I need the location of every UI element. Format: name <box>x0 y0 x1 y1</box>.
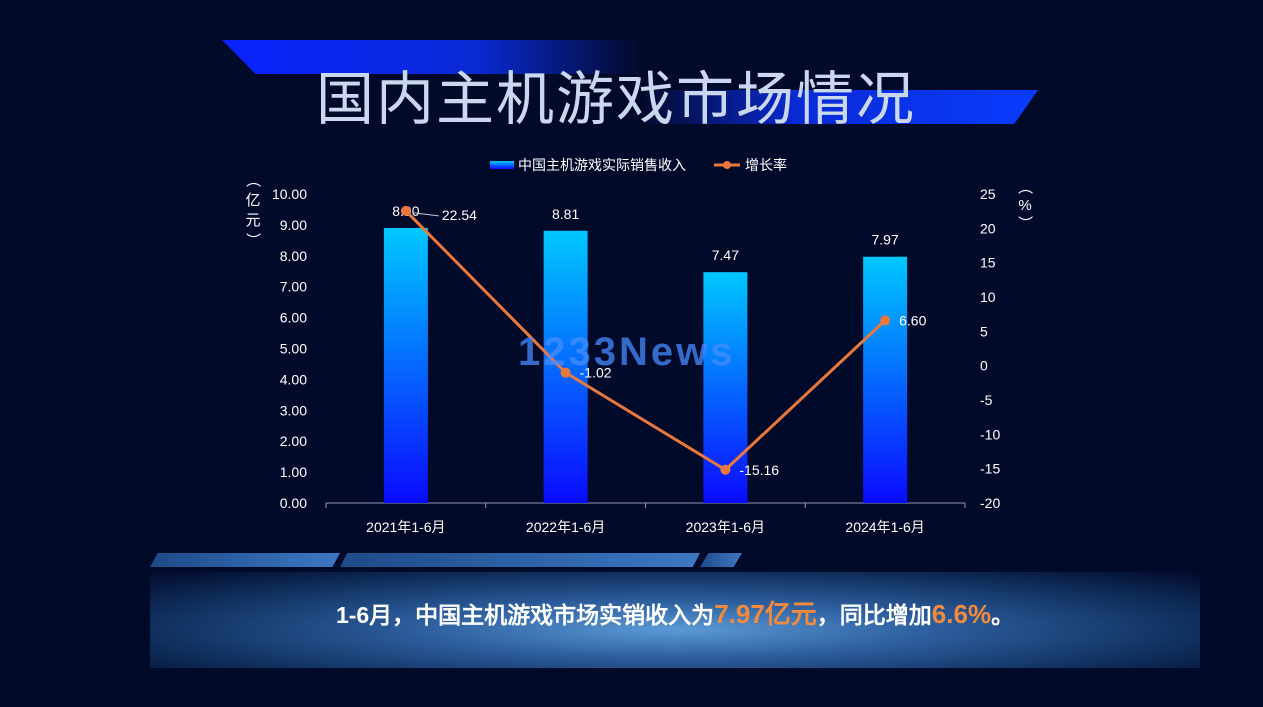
y-right-tick-label: -20 <box>980 495 1000 511</box>
y-left-axis-title-char: （ <box>244 172 261 187</box>
y-left-axis-title-char: 元 <box>245 212 260 229</box>
bar <box>543 230 588 503</box>
x-tick-label: 2024年1-6月 <box>845 519 924 535</box>
y-right-tick-label: 25 <box>980 186 996 202</box>
y-right-tick-label: 20 <box>980 220 996 236</box>
footer-deco-3 <box>700 553 742 567</box>
chart: 中国主机游戏实际销售收入 增长率 0.00 1.00 2.00 3.00 4.00 5.00 6… <box>244 157 1033 535</box>
y-right-tick-label: -5 <box>980 392 993 408</box>
legend-bar-label: 中国主机游戏实际销售收入 <box>518 157 686 173</box>
growth-data-label: -15.16 <box>739 462 779 478</box>
bar <box>703 272 748 503</box>
y-left-tick-label: 0.00 <box>280 495 307 511</box>
bar-data-label: 8.81 <box>552 206 579 222</box>
legend-bar-swatch <box>490 161 514 169</box>
growth-point <box>720 464 731 475</box>
y-right-axis-title-char: ） <box>1016 215 1033 230</box>
summary-text: 1-6月，中国主机游戏市场实销收入为7.97亿元，同比增加6.6%。 <box>150 594 1200 631</box>
y-left-tick-label: 1.00 <box>280 464 307 480</box>
y-left-tick-label: 6.00 <box>280 310 307 326</box>
footer-deco-2 <box>340 553 700 567</box>
y-left-tick-label: 3.00 <box>280 402 307 418</box>
legend-line-label: 增长率 <box>745 157 787 173</box>
y-right-tick-label: -10 <box>980 426 1000 442</box>
y-left-axis-title-char: 亿 <box>245 192 260 209</box>
y-left-tick-label: 9.00 <box>280 217 307 233</box>
growth-data-label: -1.02 <box>580 365 612 381</box>
growth-data-label: 6.60 <box>899 312 926 328</box>
y-left-axis-title-char: ） <box>244 232 261 247</box>
y-left-tick-label: 5.00 <box>280 341 307 357</box>
y-right-tick-label: 10 <box>980 289 996 305</box>
y-left-tick-label: 4.00 <box>280 371 307 387</box>
title-stripe-left <box>222 40 642 74</box>
summary-growth: 6.6% <box>931 599 992 629</box>
title-stripe-right <box>640 90 1038 124</box>
growth-data-label: 22.54 <box>442 207 477 223</box>
footer-band <box>150 572 1200 668</box>
summary-revenue: 7.97亿元 <box>714 599 817 629</box>
summary-suffix: 。 <box>991 602 1015 628</box>
page-title: 国内主机游戏市场情况 <box>315 65 916 133</box>
bar-data-label: 7.97 <box>872 232 899 248</box>
bar-data-label: 7.47 <box>712 247 739 263</box>
growth-point <box>880 315 891 326</box>
y-right-axis-title-char: （ <box>1016 179 1033 194</box>
y-left-tick-label: 7.00 <box>280 279 307 295</box>
y-left-tick-label: 2.00 <box>280 433 307 449</box>
y-right-tick-label: -15 <box>980 461 1000 477</box>
y-right-tick-label: 0 <box>980 358 988 374</box>
legend-line-marker <box>723 161 731 169</box>
x-tick-label: 2021年1-6月 <box>366 519 445 535</box>
bar <box>863 256 908 503</box>
x-tick-label: 2022年1-6月 <box>526 519 605 535</box>
y-left-tick-label: 10.00 <box>272 186 307 202</box>
growth-label-leader <box>413 212 439 217</box>
y-right-tick-label: 5 <box>980 323 988 339</box>
x-tick-label: 2023年1-6月 <box>686 519 765 535</box>
footer-deco-1 <box>150 553 340 567</box>
y-right-axis-title-char: % <box>1018 197 1031 214</box>
growth-point <box>560 367 571 378</box>
y-left-tick-label: 8.00 <box>280 248 307 264</box>
summary-middle: ，同比增加 <box>816 602 932 628</box>
summary-prefix: 1-6月，中国主机游戏市场实销收入为 <box>335 602 715 628</box>
y-right-tick-label: 15 <box>980 255 996 271</box>
growth-line <box>404 209 887 472</box>
watermark: 1233News <box>518 330 736 374</box>
growth-point <box>400 205 411 216</box>
bar <box>383 227 428 504</box>
